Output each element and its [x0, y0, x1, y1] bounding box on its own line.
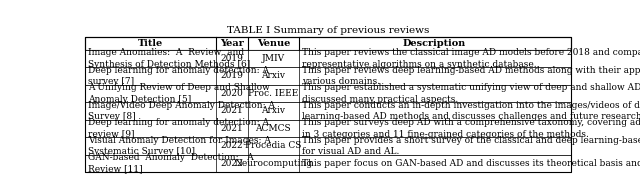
Text: Deep learning for anomaly detection: A
survey [7]: Deep learning for anomaly detection: A s…	[88, 66, 269, 86]
Text: Deep learning for anomaly detection: A
review [9]: Deep learning for anomaly detection: A r…	[88, 118, 269, 139]
Text: Arxiv: Arxiv	[261, 71, 285, 81]
Bar	[85, 155, 571, 172]
Text: 2019: 2019	[221, 71, 243, 81]
Text: JMIV: JMIV	[262, 54, 285, 63]
Text: TABLE I Summary of previous reviews: TABLE I Summary of previous reviews	[227, 26, 429, 35]
Text: Arxiv: Arxiv	[261, 106, 285, 115]
Text: 2022: 2022	[221, 159, 243, 168]
Text: Year: Year	[220, 39, 244, 48]
Text: 2022: 2022	[221, 141, 243, 150]
Bar	[85, 50, 571, 67]
Text: This paper provides a short survey of the classical and deep learning-based appr: This paper provides a short survey of th…	[302, 136, 640, 156]
Text: Proc. IEEE: Proc. IEEE	[248, 89, 298, 98]
Text: Title: Title	[138, 39, 163, 48]
Text: This paper focus on GAN-based AD and discusses its theoretical basis and applica: This paper focus on GAN-based AD and dis…	[302, 159, 640, 168]
Text: 2021: 2021	[221, 124, 243, 133]
Text: A Unifying Review of Deep and Shallow
Anomaly Detection [5]: A Unifying Review of Deep and Shallow An…	[88, 83, 270, 104]
Bar	[85, 67, 571, 85]
Text: Image/Video Deep Anomaly Detection: A
Survey [8]: Image/Video Deep Anomaly Detection: A Su…	[88, 101, 275, 121]
Text: Image Anomalies:  A  Review  and
Synthesis of Detection Methods [6]: Image Anomalies: A Review and Synthesis …	[88, 48, 250, 69]
Text: This paper reviews deep learning-based AD methods along with their application a: This paper reviews deep learning-based A…	[302, 66, 640, 86]
Text: Description: Description	[402, 39, 465, 48]
Text: This paper reviews the classical image AD models before 2018 and compares 6
repr: This paper reviews the classical image A…	[302, 48, 640, 69]
Text: Neurocomputing: Neurocomputing	[234, 159, 312, 168]
Text: Venue: Venue	[257, 39, 290, 48]
Text: This paper conducts an in-depth investigation into the images/videos of deep
lea: This paper conducts an in-depth investig…	[302, 101, 640, 121]
Bar	[85, 102, 571, 120]
Text: GAN-based  Anomaly  Detection:   A
Review [11]: GAN-based Anomaly Detection: A Review [1…	[88, 153, 253, 174]
Bar	[85, 85, 571, 102]
Text: 2021: 2021	[221, 106, 243, 115]
Text: This paper established a systematic unifying view of deep and shallow AD models : This paper established a systematic unif…	[302, 83, 640, 104]
Bar	[85, 37, 571, 50]
Bar	[85, 137, 571, 155]
Text: 2019: 2019	[221, 54, 243, 63]
Text: ACMCS: ACMCS	[255, 124, 291, 133]
Text: Visual Anomaly Detection for Images: A
Systematic Survey [10]: Visual Anomaly Detection for Images: A S…	[88, 136, 271, 156]
Text: 2020: 2020	[221, 89, 243, 98]
Text: This paper surveys deep AD with a comprehensive taxonomy, covering advancements
: This paper surveys deep AD with a compre…	[302, 118, 640, 139]
Bar	[85, 120, 571, 137]
Text: Procedia CS: Procedia CS	[245, 141, 301, 150]
